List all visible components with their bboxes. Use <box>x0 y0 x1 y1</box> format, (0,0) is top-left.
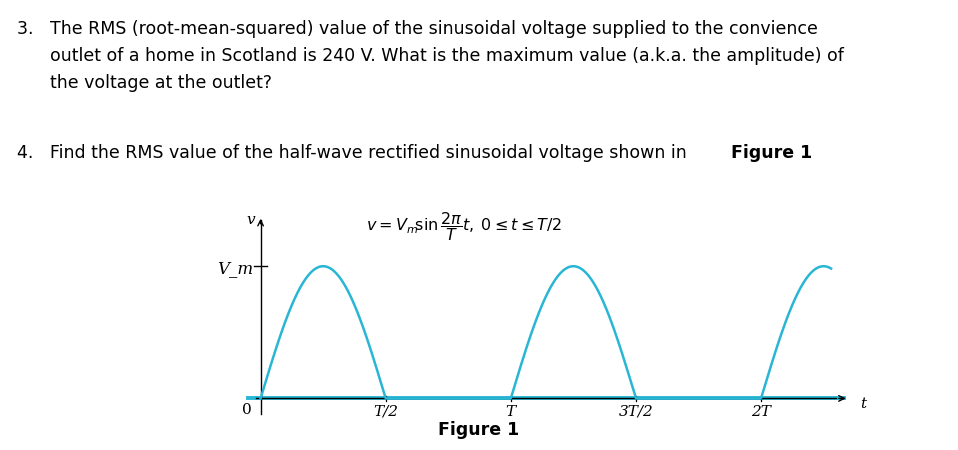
Text: $v = V_m\!\sin\dfrac{2\pi}{T}t,\;0\leq t\leq T/2$: $v = V_m\!\sin\dfrac{2\pi}{T}t,\;0\leq t… <box>366 210 561 243</box>
Text: the voltage at the outlet?: the voltage at the outlet? <box>17 74 272 92</box>
Text: 2T: 2T <box>751 405 771 418</box>
Text: .: . <box>802 144 808 162</box>
Text: V_m: V_m <box>217 261 254 277</box>
Text: 0: 0 <box>242 403 252 417</box>
Text: 3T/2: 3T/2 <box>619 405 653 418</box>
Text: 4.   Find the RMS value of the half-wave rectified sinusoidal voltage shown in: 4. Find the RMS value of the half-wave r… <box>17 144 693 162</box>
Text: 3.   The RMS (root-mean-squared) value of the sinusoidal voltage supplied to the: 3. The RMS (root-mean-squared) value of … <box>17 20 818 38</box>
Text: T/2: T/2 <box>374 405 399 418</box>
Text: Figure 1: Figure 1 <box>439 421 519 439</box>
Text: outlet of a home in Scotland is 240 V. What is the maximum value (a.k.a. the amp: outlet of a home in Scotland is 240 V. W… <box>17 47 844 65</box>
Text: T: T <box>506 405 515 418</box>
Text: v: v <box>246 213 255 227</box>
Text: t: t <box>860 397 867 411</box>
Text: Figure 1: Figure 1 <box>731 144 812 162</box>
